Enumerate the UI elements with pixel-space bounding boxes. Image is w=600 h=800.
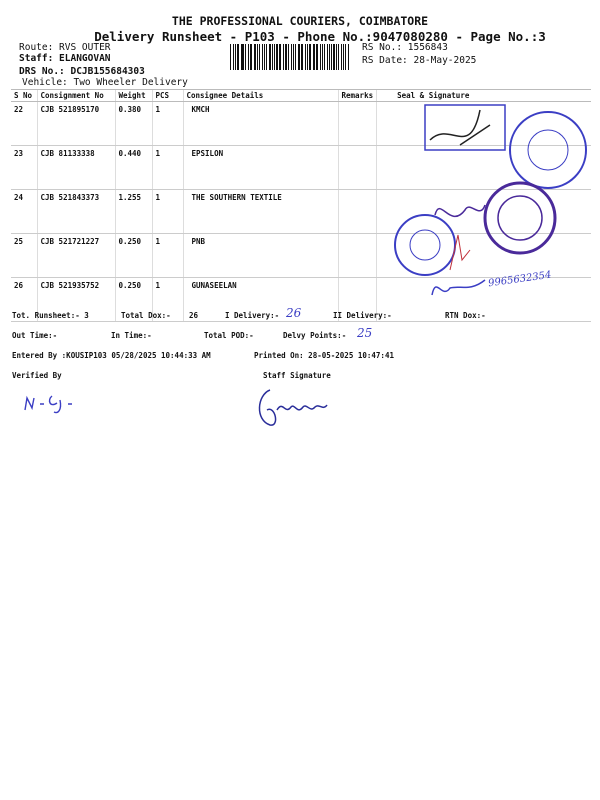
total-pod: Total POD:- [204, 331, 254, 340]
col-consignment: Consignment No [36, 89, 115, 102]
cell-weight: 0.440 [114, 145, 152, 190]
staff: Staff: ELANGOVAN [19, 53, 111, 64]
in-time: In Time:- [111, 331, 152, 340]
cell-remarks [337, 189, 377, 234]
delvy-points-label: Delvy Points:- [283, 331, 347, 340]
textile-signature [434, 204, 486, 218]
cell-sno: 22 [11, 101, 37, 146]
delvy-points-value: 25 [357, 326, 373, 340]
cell-consignment: CJB 521935752 [36, 277, 115, 322]
cell-pcs: 1 [151, 233, 183, 278]
cell-remarks [337, 145, 377, 190]
table-row: 22 CJB 521895170 0.380 1 KMCH [11, 101, 591, 146]
kmch-signature [429, 109, 491, 146]
cell-sno: 26 [11, 277, 37, 322]
col-sno: S No [11, 89, 37, 102]
route: Route: RVS OUTER [19, 42, 111, 53]
staff-signature [258, 389, 328, 426]
vehicle: Vehicle: Two Wheeler Delivery [22, 77, 188, 88]
cell-seal [376, 101, 591, 146]
textile-stamp [483, 181, 557, 255]
cell-weight: 0.250 [114, 277, 152, 322]
col-weight: Weight [114, 89, 152, 102]
rs-no: RS No.: 1556843 [362, 42, 448, 53]
cell-consignment: CJB 81133338 [36, 145, 115, 190]
cell-weight: 0.380 [114, 101, 152, 146]
drs-no: DRS No.: DCJB155684303 [19, 66, 145, 77]
table-header-row: S No Consignment No Weight PCS Consignee… [11, 89, 591, 102]
cell-seal [376, 145, 591, 190]
cell-remarks [337, 277, 377, 322]
gunaseelan-signature [431, 279, 486, 296]
entered-by: Entered By :KOUSIP103 05/28/2025 10:44:3… [12, 351, 211, 360]
col-pcs: PCS [151, 89, 183, 102]
cell-remarks [337, 101, 377, 146]
col-seal: Seal & Signature [376, 89, 591, 102]
company-title: THE PROFESSIONAL COURIERS, COIMBATORE [171, 14, 429, 28]
cell-consignment: CJB 521895170 [36, 101, 115, 146]
total-dox: 26 [189, 311, 199, 320]
cell-consignee: THE SOUTHERN TEXTILE [182, 189, 338, 234]
cell-consignee: GUNASEELAN [182, 277, 338, 322]
i-delivery-label: I Delivery:- [225, 311, 280, 320]
i-delivery-value: 26 [286, 306, 302, 320]
table-row: 23 CJB 81133338 0.440 1 EPSILON [11, 145, 591, 190]
col-consignee: Consignee Details [182, 89, 338, 102]
out-time: Out Time:- [12, 331, 58, 340]
cell-consignee: PNB [182, 233, 338, 278]
cell-pcs: 1 [151, 277, 183, 322]
cell-pcs: 1 [151, 101, 183, 146]
cell-weight: 1.255 [114, 189, 152, 234]
cell-seal [376, 233, 591, 278]
tot-runsheet: Tot. Runsheet:- 3 [12, 311, 89, 320]
cell-seal [376, 277, 591, 322]
cell-sno: 24 [11, 189, 37, 234]
epsilon-stamp [509, 111, 587, 189]
cell-consignment: CJB 521843373 [36, 189, 115, 234]
pnb-stamp [394, 214, 456, 276]
cell-remarks [337, 233, 377, 278]
rs-date: RS Date: 28-May-2025 [362, 55, 477, 66]
printed-on: Printed On: 28-05-2025 10:47:41 [254, 351, 394, 360]
verified-by-signature [24, 395, 72, 414]
ii-delivery: II Delivery:- [333, 311, 392, 320]
col-remarks: Remarks [337, 89, 377, 102]
runsheet-subtitle: Delivery Runsheet - P103 - Phone No.:904… [94, 29, 546, 44]
cell-consignment: CJB 521721227 [36, 233, 115, 278]
cell-consignee: KMCH [182, 101, 338, 146]
verified-by-label: Verified By [12, 371, 62, 380]
cell-weight: 0.250 [114, 233, 152, 278]
kmch-stamp [424, 104, 506, 151]
table-row: 25 CJB 521721227 0.250 1 PNB [11, 233, 591, 278]
pnb-signature [449, 234, 471, 271]
staff-signature-label: Staff Signature [263, 371, 331, 380]
cell-pcs: 1 [151, 189, 183, 234]
cell-consignee: EPSILON [182, 145, 338, 190]
cell-sno: 25 [11, 233, 37, 278]
table-row: 26 CJB 521935752 0.250 1 GUNASEELAN [11, 277, 591, 322]
stamps-signatures [394, 104, 587, 296]
cell-pcs: 1 [151, 145, 183, 190]
total-dox-label: Total Dox:- [121, 311, 171, 320]
cell-sno: 23 [11, 145, 37, 190]
barcode [230, 44, 350, 70]
rtn-dox: RTN Dox:- [445, 311, 486, 320]
